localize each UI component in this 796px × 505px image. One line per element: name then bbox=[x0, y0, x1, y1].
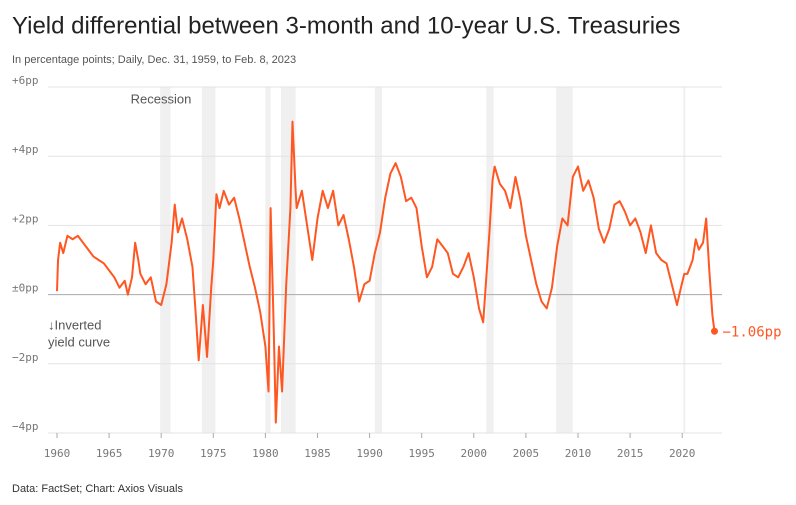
x-tick-label: 2020 bbox=[669, 447, 696, 460]
x-tick-label: 1990 bbox=[356, 447, 383, 460]
recession-band bbox=[486, 87, 494, 433]
x-tick-label: 2005 bbox=[513, 447, 540, 460]
end-label: −1.06pp bbox=[723, 324, 782, 340]
y-tick-label: +6pp bbox=[12, 74, 39, 87]
line bbox=[56, 120, 716, 424]
chart-subtitle: In percentage points; Daily, Dec. 31, 19… bbox=[12, 54, 296, 66]
inverted-label: ↓Inverted bbox=[48, 317, 101, 332]
x-tick-label: 2015 bbox=[617, 447, 644, 460]
recession-band bbox=[374, 87, 383, 433]
recession-band bbox=[683, 87, 686, 433]
x-tick-label: 1985 bbox=[304, 447, 331, 460]
x-tick-label: 2000 bbox=[461, 447, 488, 460]
x-tick-label: 1975 bbox=[200, 447, 227, 460]
chart-title: Yield differential between 3-month and 1… bbox=[12, 12, 680, 39]
x-tick-label: 1965 bbox=[96, 447, 123, 460]
source: Data: FactSet; Chart: Axios Visuals bbox=[12, 483, 183, 495]
x-tick-label: 1960 bbox=[44, 447, 71, 460]
x-tick-label: 1980 bbox=[252, 447, 279, 460]
y-tick-label: −4pp bbox=[12, 420, 39, 433]
recession-band bbox=[160, 87, 171, 433]
x-tick-label: 2010 bbox=[565, 447, 592, 460]
y-tick-label: +4pp bbox=[12, 143, 39, 156]
end-point bbox=[711, 327, 719, 335]
y-tick-label: +2pp bbox=[12, 212, 39, 225]
inverted-label: yield curve bbox=[48, 334, 110, 349]
y-tick-label: ±0pp bbox=[12, 282, 39, 295]
y-tick-label: −2pp bbox=[12, 351, 39, 364]
recession-band bbox=[556, 87, 573, 433]
recession-label: Recession bbox=[131, 91, 192, 106]
x-tick-label: 1995 bbox=[408, 447, 435, 460]
recession-band bbox=[265, 87, 271, 433]
x-tick-label: 1970 bbox=[148, 447, 175, 460]
